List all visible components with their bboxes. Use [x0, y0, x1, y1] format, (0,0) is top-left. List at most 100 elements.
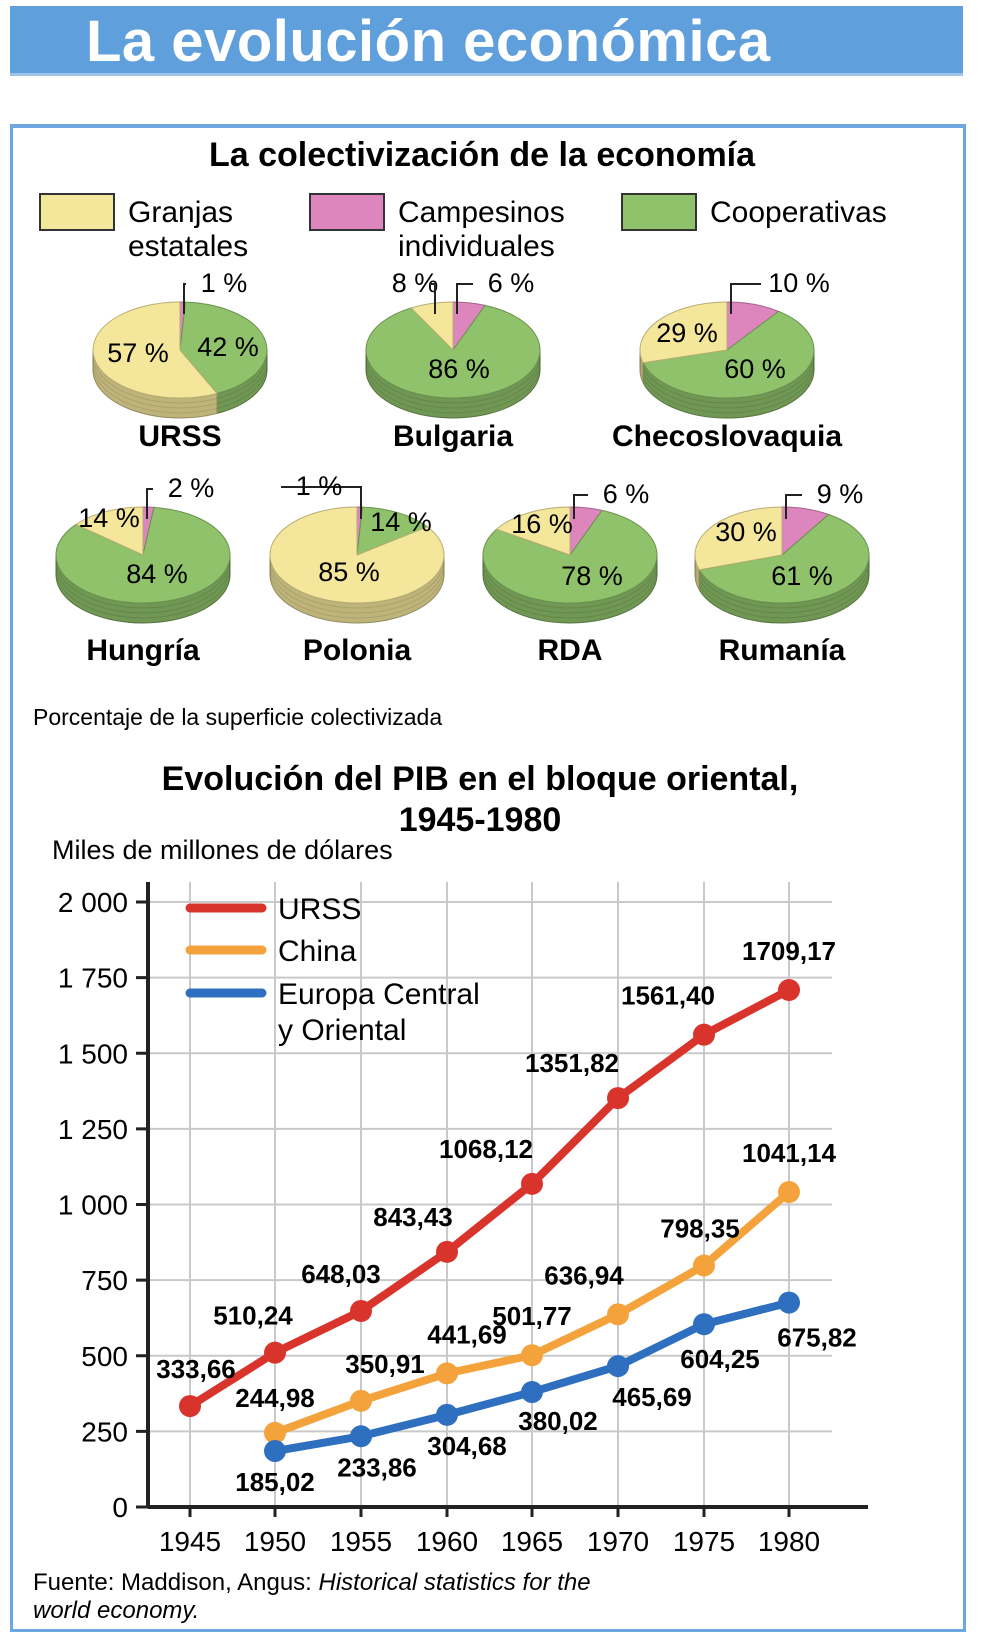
pie-ridge	[269, 559, 445, 609]
pie-label-5-3: 14 %	[370, 507, 432, 537]
pie-6: 16 % 6 % 78 % RDA	[482, 479, 658, 667]
pie-leader-extra	[429, 283, 436, 314]
title-banner: La evolución económica	[10, 6, 963, 76]
gdp-chart-title: Evolución del PIB en el bloque oriental,	[162, 760, 799, 798]
country-name-3: Checoslovaquia	[612, 420, 842, 453]
x-tick-label: 1950	[244, 1526, 306, 1557]
pie-ridge	[269, 569, 445, 619]
x-tick-label: 1955	[330, 1526, 392, 1557]
page-title: La evolución económica	[86, 9, 771, 74]
data-point	[693, 1254, 715, 1277]
data-point	[179, 1395, 201, 1418]
data-label: 501,77	[492, 1301, 572, 1331]
y-tick-label: 500	[81, 1341, 128, 1372]
data-label: 636,94	[544, 1260, 624, 1290]
data-point	[436, 1403, 458, 1426]
data-label: 465,69	[612, 1382, 692, 1412]
legend-series-label-2: China	[278, 935, 357, 968]
pie-ridge	[92, 359, 268, 409]
pie-label-1-1: 57 %	[107, 338, 169, 368]
pie-leader-2	[456, 283, 473, 314]
pie-7: 30 % 9 % 61 % Rumanía	[694, 479, 870, 667]
pie-label-5-2: 1 %	[296, 471, 343, 501]
data-label: 333,66	[156, 1354, 236, 1384]
x-tick-label: 1960	[416, 1526, 478, 1557]
pie-slice-7-3	[698, 513, 870, 604]
country-name-6: RDA	[538, 634, 603, 667]
series-1: 333,66 510,24 648,03 843,43 1068,12 1351,82 15…	[156, 936, 836, 1418]
data-label: 244,98	[235, 1383, 315, 1413]
pie-ridge	[365, 364, 541, 414]
series-line-1	[186, 985, 793, 1411]
data-point	[264, 1341, 286, 1364]
data-point	[350, 1425, 372, 1448]
pie-ridge	[55, 559, 231, 609]
y-tick-label: 2 000	[58, 887, 128, 918]
data-label: 304,68	[427, 1431, 507, 1461]
source-title-1: Historical statistics for the	[319, 1569, 591, 1596]
pie-ridge	[92, 354, 268, 404]
data-point	[778, 978, 800, 1001]
data-label: 648,03	[301, 1259, 381, 1289]
pie-slice-3-1	[639, 301, 728, 364]
content-frame	[10, 124, 966, 1632]
country-name-2: Bulgaria	[393, 420, 513, 453]
pie-leader-5	[281, 486, 362, 519]
y-tick-label: 1 250	[58, 1114, 128, 1145]
data-point	[350, 1389, 372, 1412]
pie-slice-2-1	[410, 301, 454, 352]
data-label: 798,35	[660, 1213, 740, 1243]
pie-label-1-3: 42 %	[197, 332, 259, 362]
pie-slice-5-3	[356, 506, 429, 556]
pie-leader-7	[785, 494, 802, 519]
pie-ridge	[694, 564, 870, 614]
data-label: 604,25	[680, 1344, 760, 1374]
legend-label-2-1: Campesinos	[398, 196, 565, 229]
pie-ridge	[55, 564, 231, 614]
y-tick-label: 250	[81, 1416, 128, 1447]
y-tick-label: 1 000	[58, 1190, 128, 1221]
pie-leader-6	[573, 494, 588, 519]
legend-label-2-2: individuales	[398, 230, 555, 263]
x-tick-label: 1980	[758, 1526, 820, 1557]
pie-slice-1-3	[179, 301, 268, 394]
pie-ridge	[639, 364, 815, 414]
pie-label-7-2: 9 %	[817, 479, 864, 509]
legend-label-3-1: Cooperativas	[710, 196, 887, 229]
pie-ridge	[365, 354, 541, 404]
pie-label-3-1: 29 %	[656, 318, 718, 348]
data-point	[436, 1240, 458, 1263]
x-tick-label: 1975	[673, 1526, 735, 1557]
legend-swatch-2	[309, 193, 385, 231]
country-name-5: Polonia	[303, 634, 412, 667]
pie-ridge	[694, 559, 870, 609]
pie-label-2-3: 86 %	[428, 354, 490, 384]
data-point	[693, 1313, 715, 1336]
data-point	[264, 1421, 286, 1444]
pie-ridge	[482, 564, 658, 614]
pie-ridge	[269, 564, 445, 614]
pie-label-6-2: 6 %	[603, 479, 650, 509]
data-label: 843,43	[373, 1202, 453, 1232]
pie-ridge	[482, 569, 658, 619]
data-label: 1041,14	[742, 1138, 837, 1168]
data-label: 350,91	[345, 1349, 425, 1379]
data-label: 1068,12	[439, 1134, 533, 1164]
pie-ridge	[639, 354, 815, 404]
pie-1: 57 % 1 % 42 % URSS	[92, 268, 268, 453]
pie-label-1-2: 1 %	[201, 268, 248, 298]
x-tick-label: 1965	[501, 1526, 563, 1557]
pie-ridge	[55, 569, 231, 619]
pie-5: 85 % 1 % 14 % Polonia	[269, 471, 445, 667]
data-point	[607, 1355, 629, 1378]
pie-label-2-2: 6 %	[488, 268, 535, 298]
pie-leader-4	[146, 488, 153, 519]
pie-3: 29 % 10 % 60 % Checoslovaquia	[612, 268, 842, 453]
pie-slice-3-3	[642, 310, 815, 399]
x-tick-label: 1945	[159, 1526, 221, 1557]
data-point	[607, 1303, 629, 1326]
legend-label-1-2: estatales	[128, 230, 248, 263]
source-line-1: Fuente: Maddison, Angus: Historical stat…	[33, 1569, 591, 1596]
data-point	[350, 1299, 372, 1322]
